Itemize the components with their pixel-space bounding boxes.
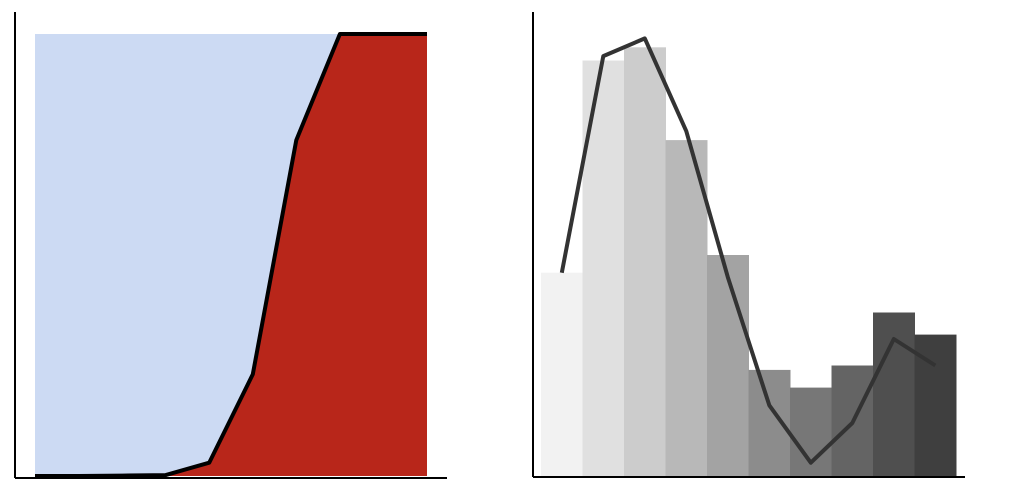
histogram-bar: [541, 272, 583, 476]
histogram-bar: [707, 255, 749, 476]
area-outline-line: [35, 32, 427, 478]
area-fill: [35, 34, 427, 476]
cumulative-area-chart: [14, 12, 447, 479]
density-line: [559, 36, 937, 465]
histogram-chart: [532, 12, 965, 478]
histogram-bar: [624, 47, 666, 477]
histogram-bars: [541, 47, 957, 477]
histogram-bar: [665, 140, 708, 476]
